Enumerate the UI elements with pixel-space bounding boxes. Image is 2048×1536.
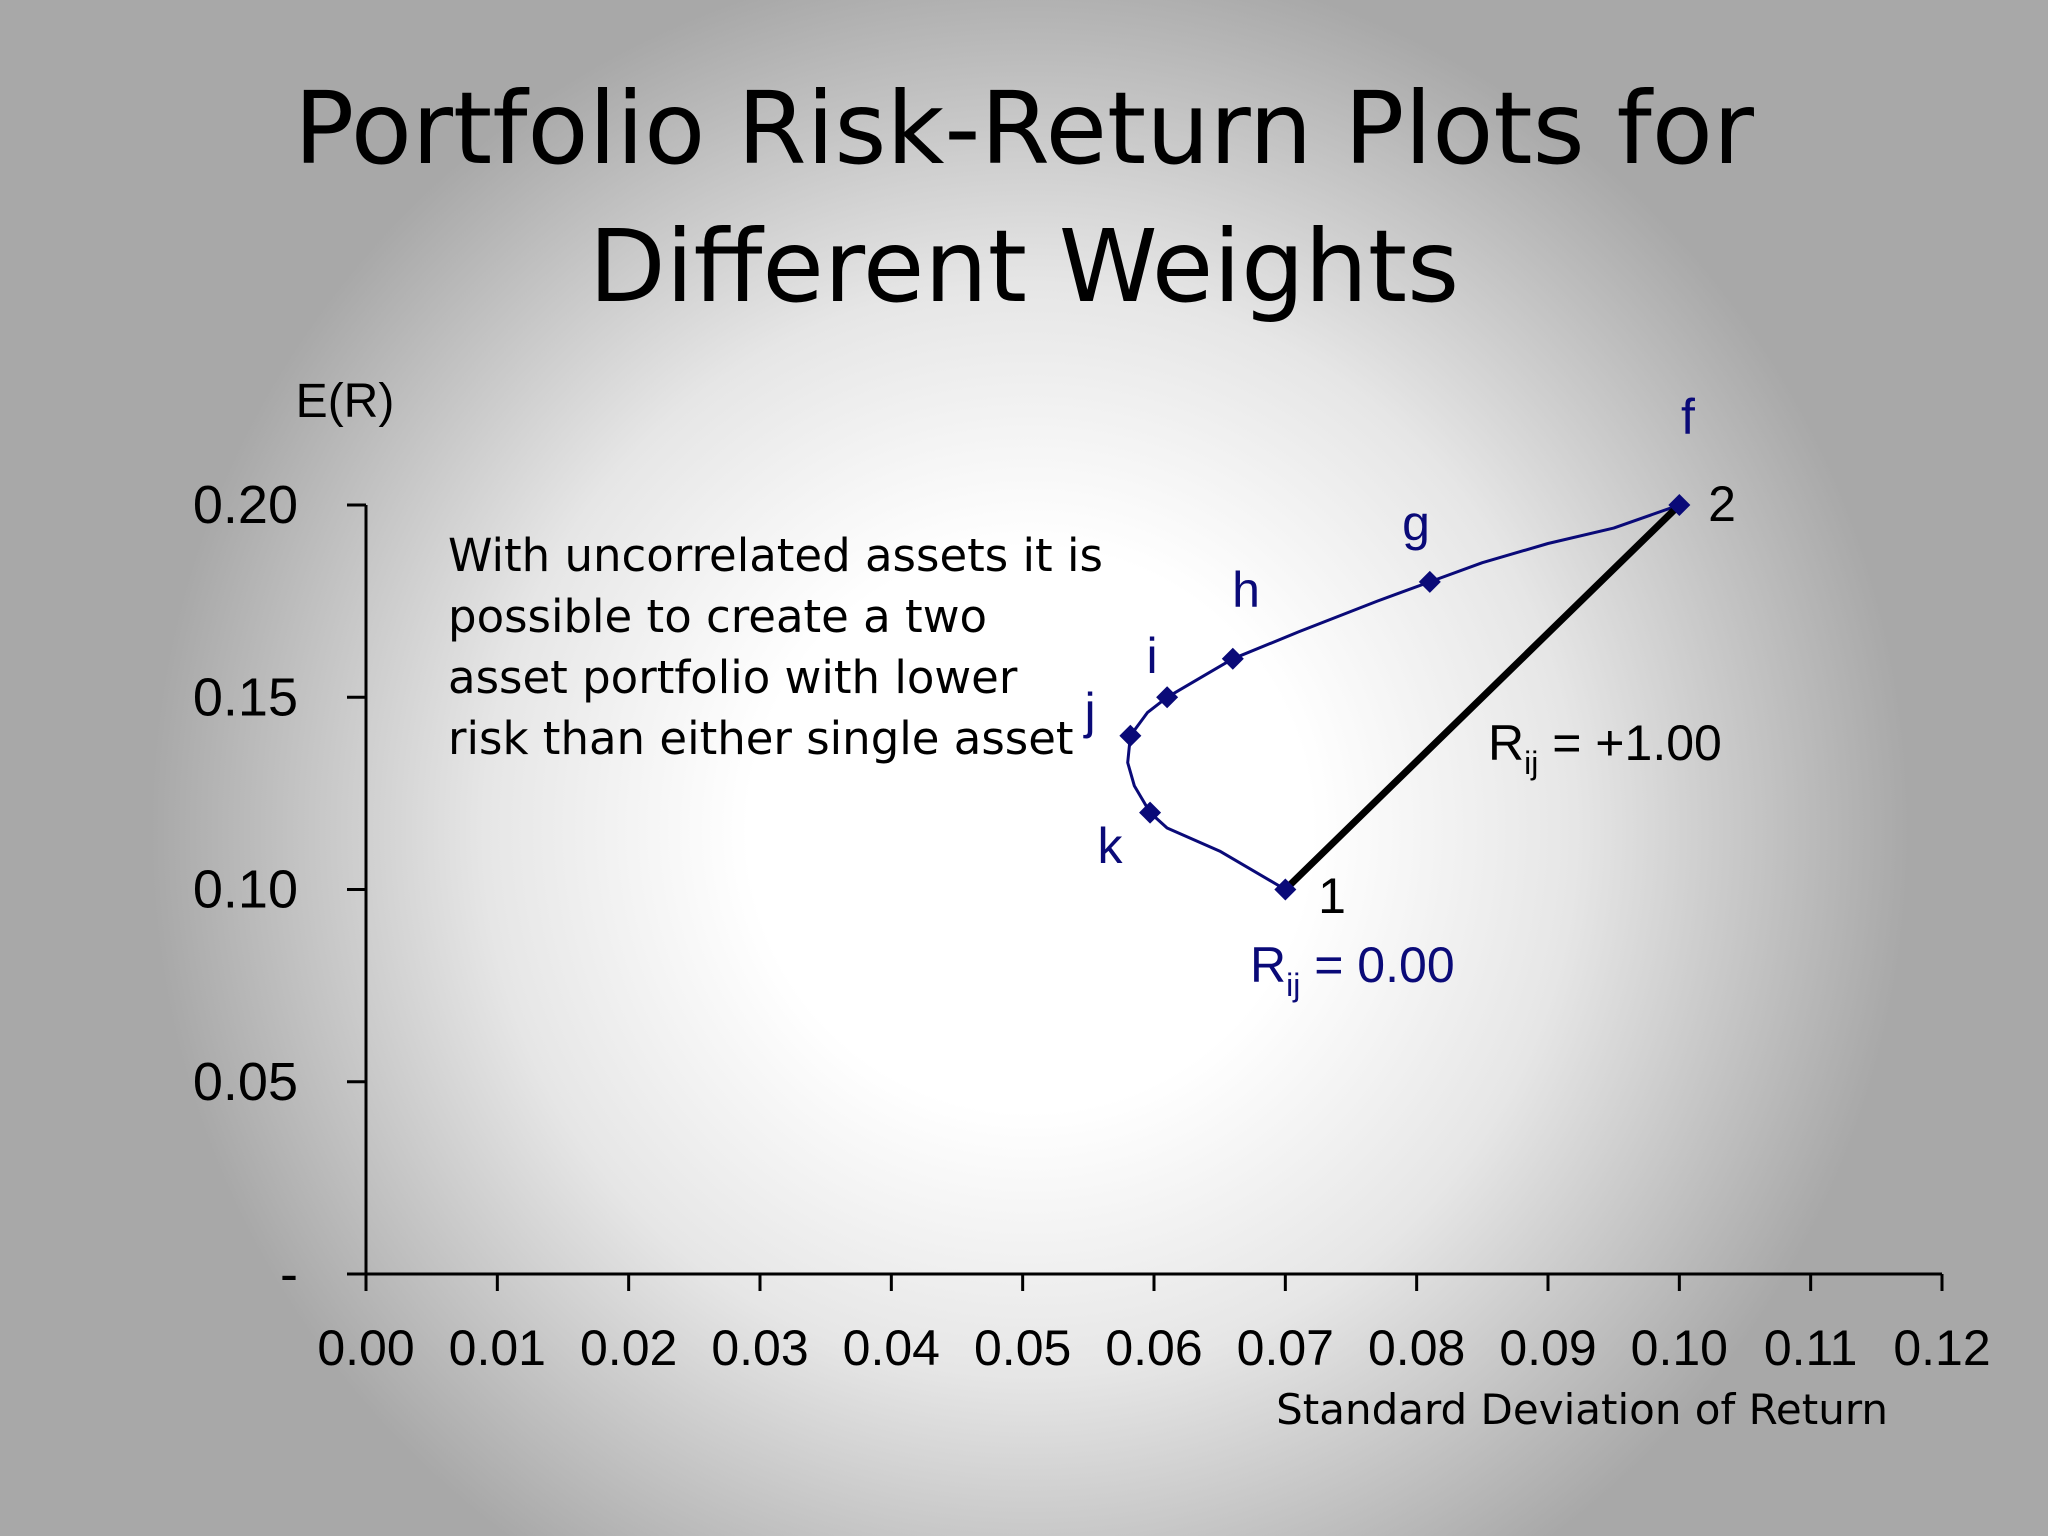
data-point-2 (1668, 494, 1691, 516)
note-line-3: asset portfolio with lower (448, 651, 1018, 704)
axes: 0.00 0.01 0.02 0.03 0.04 0.05 0.06 0.07 0.08 0.09… (193, 475, 1991, 1376)
point-label-g: g (1402, 495, 1430, 551)
x-tick-label: 0.11 (1764, 1320, 1858, 1376)
point-label-1: 1 (1318, 868, 1346, 924)
y-tick-label: - (280, 1244, 298, 1304)
x-tick-label: 0.10 (1631, 1320, 1728, 1376)
point-label-f: f (1681, 389, 1695, 445)
x-tick-label: 0.08 (1368, 1320, 1465, 1376)
point-label-h: h (1232, 562, 1260, 618)
y-tick-label: 0.15 (193, 667, 298, 727)
x-tick-label: 0.03 (711, 1320, 808, 1376)
slide-title: Portfolio Risk-Return Plots for Differen… (0, 60, 2048, 336)
y-tick-label: 0.10 (193, 860, 298, 920)
series-line-rij-one (1281, 501, 1683, 893)
note-text: With uncorrelated assets it is possible … (448, 525, 1103, 769)
x-tick-label: 0.00 (317, 1320, 414, 1376)
x-tick-label: 0.04 (843, 1320, 940, 1376)
y-axis-label: E(R) (296, 375, 395, 428)
rij-zero-label: Rij = 0.00 (1250, 937, 1455, 1003)
note-line-2: possible to create a two (448, 590, 988, 643)
point-label-k: k (1098, 818, 1124, 874)
x-axis-label: Standard Deviation of Return (1276, 1385, 1888, 1434)
series-line-rij-zero (1126, 503, 1681, 891)
plot-area (1119, 494, 1691, 901)
y-tick-label: 0.20 (193, 475, 298, 535)
data-point-j (1119, 724, 1142, 747)
x-tick-label: 0.06 (1105, 1320, 1202, 1376)
point-label-2: 2 (1708, 476, 1736, 532)
x-tick-label: 0.02 (580, 1320, 677, 1376)
slide-title-line-2: Different Weights (588, 208, 1460, 325)
data-point-i (1156, 686, 1179, 709)
note-line-1: With uncorrelated assets it is (448, 529, 1103, 582)
note-line-4: risk than either single asset (448, 712, 1074, 765)
x-tick-label: 0.07 (1237, 1320, 1334, 1376)
data-point-k (1139, 801, 1162, 824)
x-tick-label: 0.01 (449, 1320, 546, 1376)
data-point-g (1418, 570, 1441, 593)
x-tick-label: 0.09 (1499, 1320, 1596, 1376)
point-label-i: i (1146, 628, 1157, 684)
data-point-h (1221, 647, 1244, 670)
x-tick-label: 0.05 (974, 1320, 1071, 1376)
slide-title-line-1: Portfolio Risk-Return Plots for (293, 70, 1754, 187)
x-tick-label: 0.12 (1893, 1320, 1990, 1376)
point-label-j: j (1082, 683, 1095, 739)
y-tick-label: 0.05 (193, 1052, 298, 1112)
data-point-1 (1274, 878, 1297, 901)
rij-one-label: Rij = +1.00 (1488, 715, 1722, 781)
